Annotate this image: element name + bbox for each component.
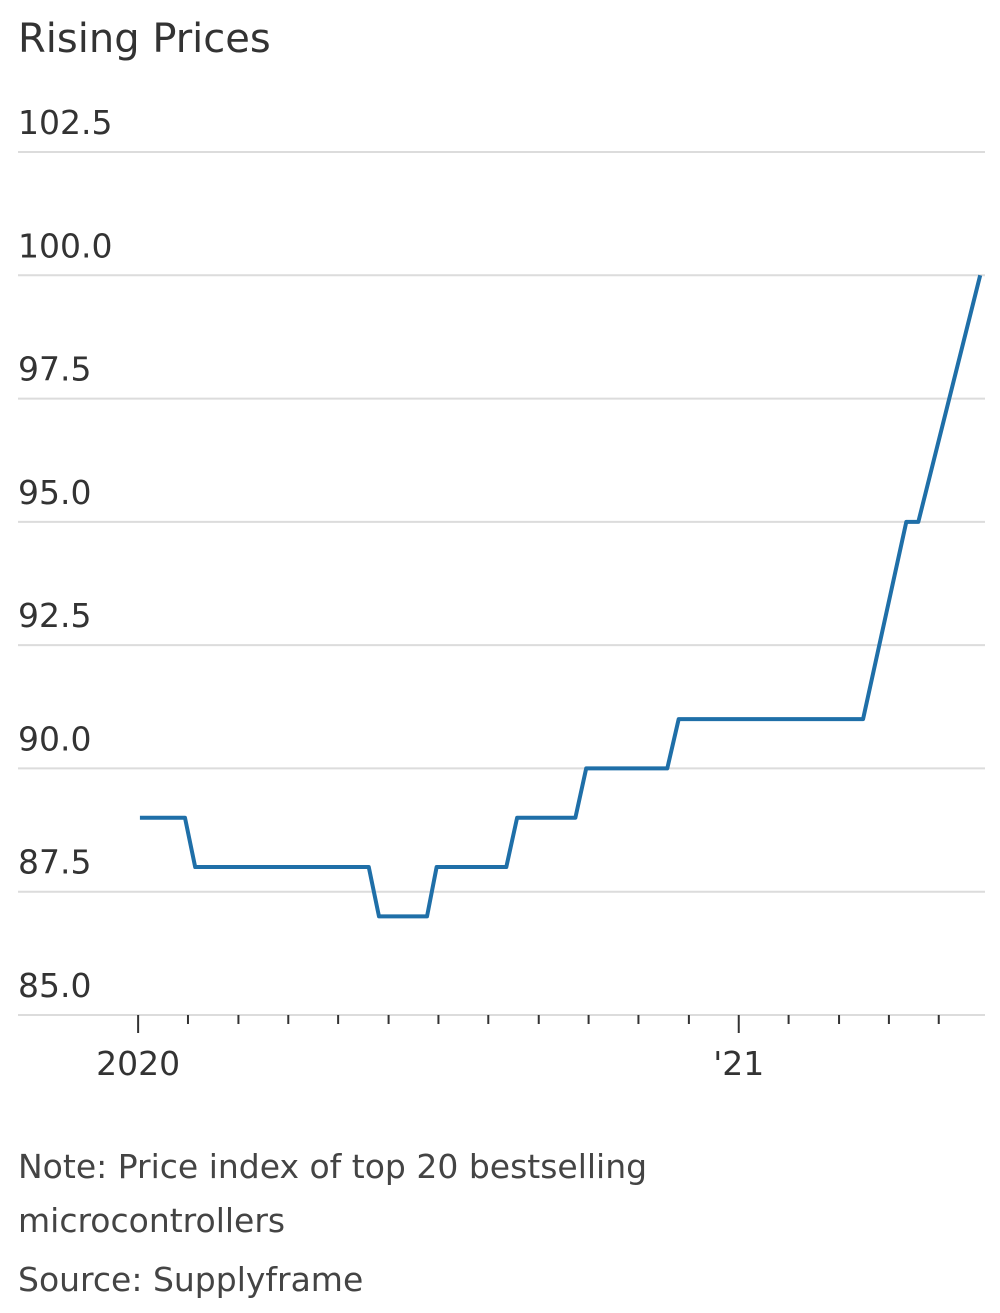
x-tick-label: '21: [713, 1044, 764, 1083]
y-tick-label: 97.5: [18, 350, 91, 389]
y-tick-label: 90.0: [18, 719, 91, 758]
data-line: [139, 274, 983, 919]
y-tick-label: 95.0: [18, 473, 91, 512]
source: Source: Supplyframe: [18, 1260, 364, 1299]
y-tick-label: 102.5: [18, 103, 112, 142]
chart-title: Rising Prices: [18, 16, 271, 62]
y-tick-label: 92.5: [18, 596, 91, 635]
y-tick-label: 85.0: [18, 966, 91, 1005]
x-tick-label: 2020: [96, 1044, 180, 1083]
y-tick-label: 87.5: [18, 843, 91, 882]
note: Note: Price index of top 20 bestselling …: [18, 1147, 648, 1240]
chart: 85.0 87.5 90.0 92.5 95.0 97.5 100.0 102.5 2020 '2…: [18, 103, 985, 1083]
y-tick-label: 100.0: [18, 226, 112, 265]
